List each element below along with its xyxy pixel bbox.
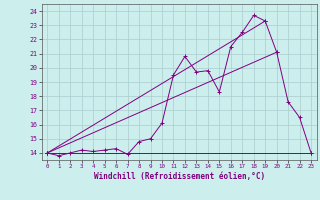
X-axis label: Windchill (Refroidissement éolien,°C): Windchill (Refroidissement éolien,°C): [94, 172, 265, 181]
